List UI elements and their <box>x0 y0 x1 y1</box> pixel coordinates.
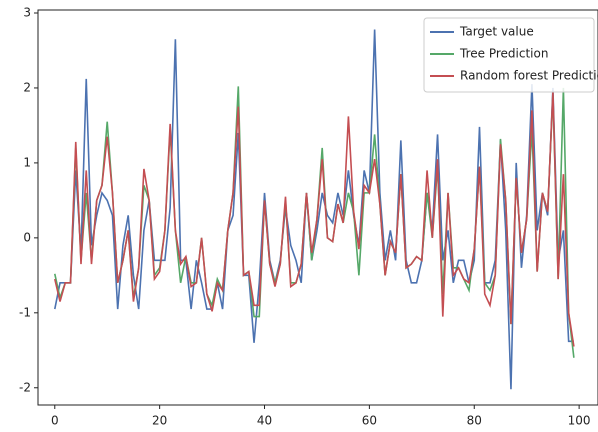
y-tick-label: 0 <box>23 230 31 244</box>
legend-label: Target value <box>459 25 534 39</box>
legend-label: Random forest Prediction <box>460 69 598 83</box>
legend-label: Tree Prediction <box>459 47 548 61</box>
legend-box <box>423 17 595 93</box>
y-tick-label: 2 <box>23 80 31 94</box>
y-tick-label: -1 <box>19 305 31 319</box>
x-tick-label: 0 <box>51 414 59 428</box>
y-tick-label: 3 <box>23 5 31 19</box>
x-tick-label: 60 <box>362 414 377 428</box>
series-line <box>53 86 575 358</box>
y-tick-label: 1 <box>23 155 31 169</box>
x-tick-label: 20 <box>152 414 167 428</box>
x-tick-label: 100 <box>568 414 591 428</box>
x-tick-label: 40 <box>257 414 272 428</box>
plot-area <box>37 9 598 406</box>
y-tick-label: -2 <box>19 380 31 394</box>
x-tick-label: 80 <box>467 414 482 428</box>
series-line <box>53 91 575 347</box>
